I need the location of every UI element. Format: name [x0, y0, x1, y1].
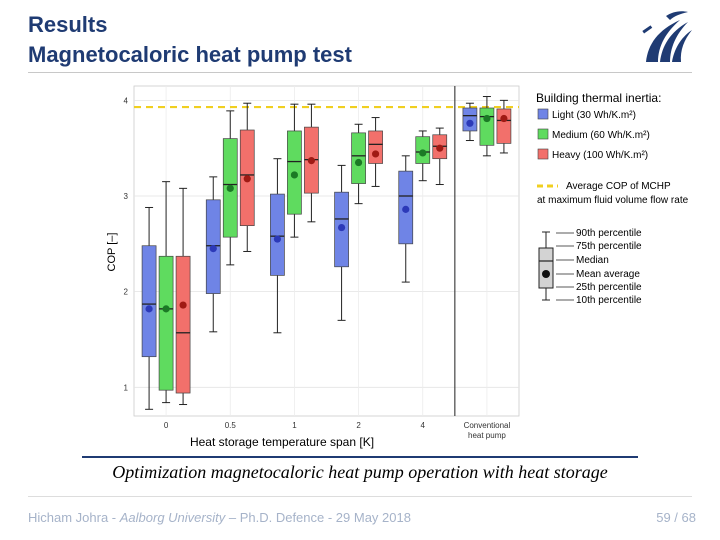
- legend-reference-label-1: Average COP of MCHP: [566, 181, 671, 192]
- legend-q1: 25th percentile: [576, 282, 642, 293]
- box-heavy-5: [496, 108, 512, 144]
- slide-title: Results Magnetocaloric heat pump test: [28, 10, 588, 70]
- footer-credit: Hicham Johra - Aalborg University – Ph.D…: [28, 510, 411, 525]
- plot-background: [133, 85, 520, 417]
- x-tick-label: 2: [356, 421, 361, 430]
- page-number: 59 / 68: [656, 510, 696, 525]
- legend-entry-medium: Medium (60 Wh/K.m²): [552, 130, 650, 141]
- mean-dot-medium-2: [290, 171, 299, 179]
- y-tick-label: 1: [124, 383, 129, 392]
- box-light-5: [462, 107, 478, 132]
- mean-dot-medium-4: [419, 149, 427, 157]
- x-tick-label: 1: [292, 421, 297, 430]
- mean-dot-light-0: [145, 305, 153, 313]
- x-tick-label: 0: [164, 421, 169, 430]
- mean-dot-light-3: [337, 223, 346, 232]
- legend-entry-light: Light (30 Wh/K.m²): [552, 110, 636, 121]
- mean-dot-heavy-1: [243, 175, 251, 183]
- x-tick-label: 0.5: [225, 421, 237, 430]
- legend-title: Building thermal inertia:: [536, 91, 661, 105]
- y-tick-label: 3: [124, 192, 129, 201]
- title-rule: [28, 72, 692, 73]
- x-tick-label: Conventional: [464, 421, 511, 430]
- legend-median: Median: [576, 255, 609, 266]
- mean-dot-heavy-5: [500, 114, 508, 123]
- x-tick-label-line2: heat pump: [468, 431, 506, 440]
- legend-p10: 10th percentile: [576, 295, 642, 306]
- university-logo-icon: [642, 11, 692, 62]
- chart-legend: Building thermal inertia: Light (30 Wh/K…: [536, 91, 689, 306]
- box-heavy-0: [175, 255, 191, 394]
- title-line-1: Results: [28, 12, 108, 37]
- y-axis-label: COP [–]: [106, 233, 118, 272]
- box-medium-3: [351, 132, 366, 184]
- legend-p90: 90th percentile: [576, 228, 642, 239]
- page-total: 68: [681, 510, 696, 525]
- legend-entry-heavy: Heavy (100 Wh/K.m²): [552, 150, 648, 161]
- legend-swatch-light: [537, 108, 549, 120]
- mean-dot-medium-5: [483, 114, 491, 123]
- box-medium-0: [158, 255, 174, 391]
- legend-swatch-medium: [537, 128, 549, 140]
- mean-dot-light-1: [209, 245, 217, 253]
- figure-caption: Optimization magnetocaloric heat pump op…: [112, 462, 608, 482]
- mean-dot-medium-1: [226, 184, 234, 192]
- legend-swatch-heavy: [537, 148, 549, 160]
- y-tick-label: 4: [124, 96, 129, 105]
- caption-rule: [82, 456, 638, 458]
- box-light-0: [141, 245, 157, 358]
- x-tick-label: 4: [421, 421, 426, 430]
- mean-dot-heavy-4: [436, 144, 444, 152]
- mean-dot-heavy-0: [179, 301, 187, 309]
- legend-q3: 75th percentile: [576, 241, 642, 252]
- legend-mean: Mean average: [576, 269, 640, 280]
- footer-event: – Ph.D. Defence - 29 May 2018: [225, 510, 411, 525]
- mean-dot-medium-0: [162, 305, 170, 313]
- mean-dot-light-4: [402, 205, 410, 213]
- mean-dot-heavy-3: [371, 150, 380, 158]
- y-tick-label: 2: [124, 288, 129, 297]
- footer-rule: [28, 496, 692, 497]
- footer-author: Hicham Johra -: [28, 510, 120, 525]
- page-current: 59: [656, 510, 671, 525]
- footer-institution: Aalborg University: [119, 510, 226, 525]
- box-light-2: [270, 193, 285, 276]
- box-heavy-3: [368, 130, 383, 164]
- mean-dot-light-2: [273, 235, 282, 243]
- mean-dot-light-5: [466, 119, 474, 127]
- box-medium-5: [479, 107, 495, 146]
- mean-dot-medium-3: [354, 158, 363, 167]
- x-axis-label: Heat storage temperature span [K]: [190, 435, 374, 449]
- legend-box-key: [538, 231, 574, 301]
- title-line-2: Magnetocaloric heat pump test: [28, 42, 352, 67]
- mean-dot-heavy-2: [307, 157, 316, 165]
- legend-reference-label-2: at maximum fluid volume flow rate: [537, 195, 689, 206]
